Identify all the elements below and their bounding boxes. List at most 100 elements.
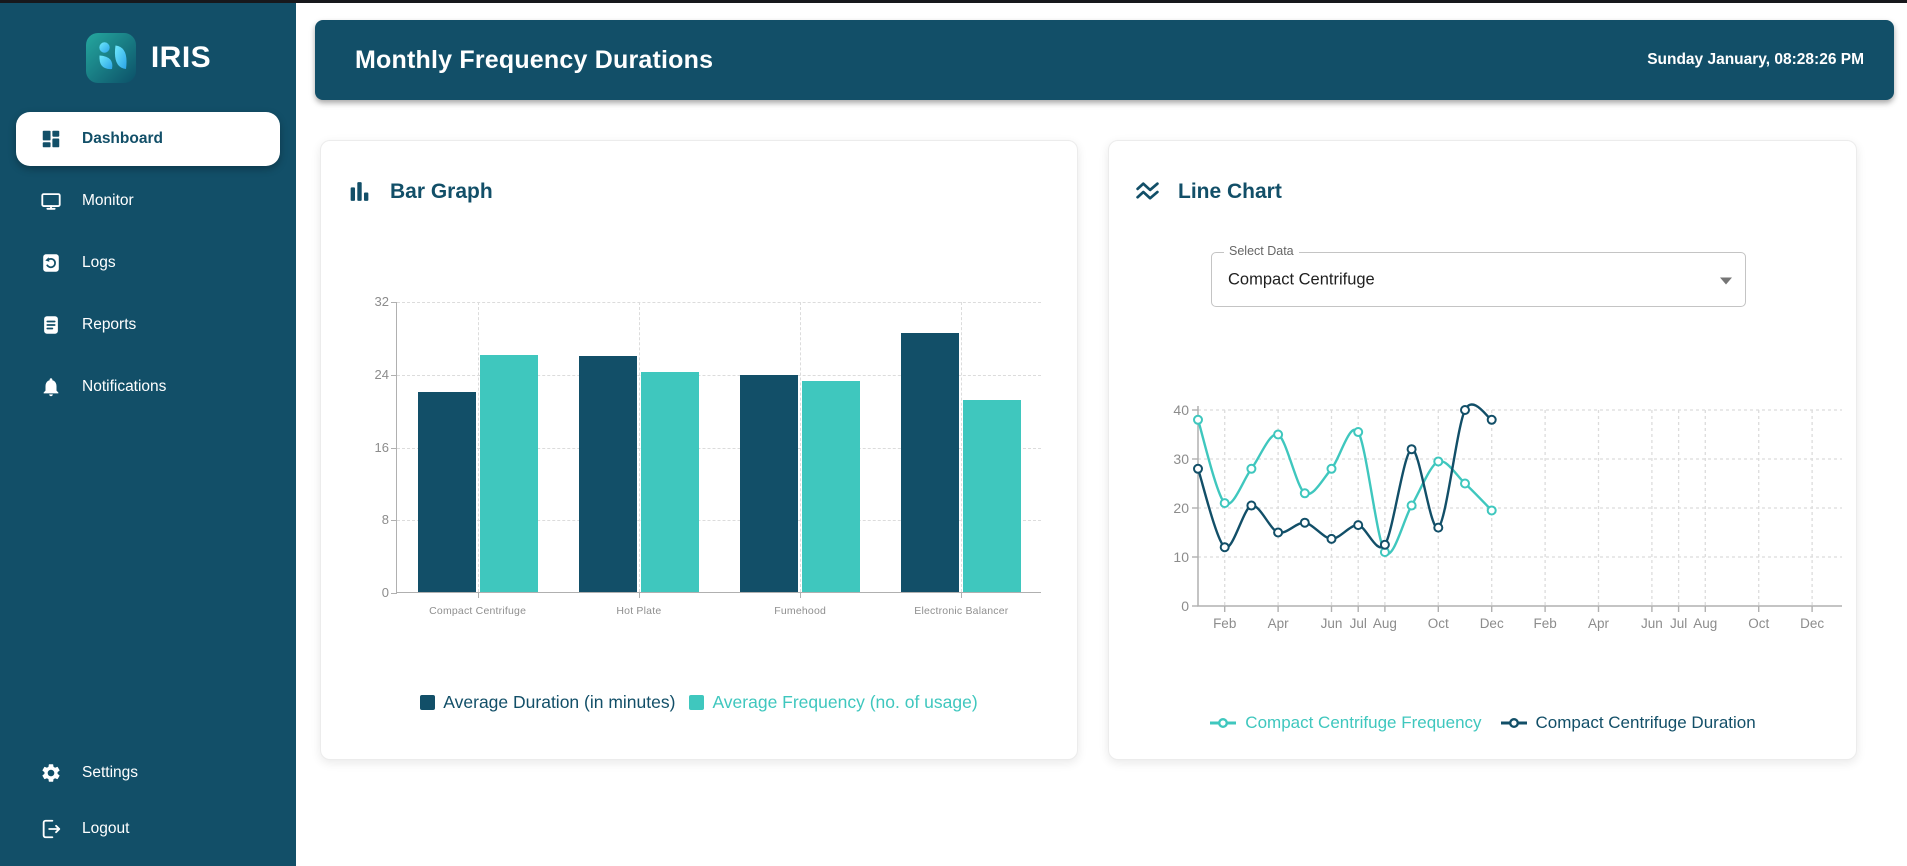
chevron-down-icon [1720, 277, 1732, 285]
y-tick-label: 24 [374, 366, 389, 382]
data-point [1219, 542, 1230, 553]
bar [578, 355, 637, 592]
x-tick-label: Dec [1800, 616, 1824, 631]
data-point [1273, 429, 1284, 440]
bar-chart-plot: 0 8 16 24 32 Compact Centrifuge Hot Plate Fumeh… [375, 295, 1041, 617]
legend-item: Average Frequency (no. of usage) [689, 692, 978, 713]
select-data-label: Select Data [1224, 244, 1299, 258]
sidebar-item-logs[interactable]: Logs [16, 236, 280, 290]
monitor-icon [40, 190, 62, 212]
legend-swatch [689, 695, 705, 710]
sidebar-item-label: Logout [82, 820, 130, 837]
y-tick-label: 8 [381, 512, 389, 528]
y-tick [391, 302, 397, 303]
data-point [1326, 533, 1337, 544]
data-point [1353, 427, 1364, 438]
select-data-value: Compact Centrifuge [1228, 270, 1375, 288]
data-point [1460, 478, 1470, 489]
line-chart-icon [1136, 182, 1159, 200]
logout-icon [40, 818, 62, 840]
sidebar-item-label: Monitor [82, 192, 134, 209]
x-tick-label: Apr [1268, 616, 1290, 631]
reports-icon [40, 314, 62, 336]
data-point [1273, 527, 1284, 538]
legend-item: Compact Centrifuge Frequency [1209, 713, 1482, 733]
x-tick-label: Aug [1693, 616, 1717, 631]
line-series [1196, 403, 1493, 549]
y-tick-label: 30 [1173, 451, 1189, 467]
legend-label: Compact Centrifuge Duration [1535, 713, 1756, 732]
sidebar-item-notifications[interactable]: Notifications [16, 360, 280, 414]
bar-graph-card-title: Bar Graph [347, 179, 493, 204]
bar-graph-card: Bar Graph 0 8 16 24 32 Compact Centrifuge Hot … [320, 140, 1078, 760]
data-point [1246, 463, 1257, 474]
bar-chart-legend: Average Duration (in minutes) Average Fre… [321, 692, 1077, 713]
x-tick-label: Aug [1373, 616, 1397, 631]
y-tick-label: 16 [374, 439, 389, 455]
x-category-label: Fumehood [774, 605, 827, 617]
y-tick-label: 0 [381, 585, 389, 600]
bar [963, 400, 1022, 592]
data-point [1406, 444, 1417, 455]
x-tick-label: Jul [1350, 616, 1367, 631]
gridline [800, 302, 802, 592]
data-point [1433, 522, 1444, 533]
y-tick-label: 10 [1173, 549, 1189, 565]
sidebar-footer-nav: Settings Logout [16, 748, 280, 860]
header-datetime: Sunday January, 08:28:26 PM [1647, 51, 1864, 68]
page-title: Monthly Frequency Durations [355, 45, 714, 74]
sidebar-item-label: Settings [82, 764, 139, 781]
select-data-dropdown[interactable]: Select Data Compact Centrifuge [1211, 244, 1746, 307]
gridline [397, 374, 1041, 376]
sidebar-item-dashboard[interactable]: Dashboard [16, 112, 280, 166]
page-header: Monthly Frequency Durations Sunday Janua… [315, 20, 1894, 100]
data-point [1486, 414, 1497, 425]
axis [1197, 406, 1842, 607]
y-tick [391, 374, 397, 376]
bar-chart-icon [350, 182, 369, 201]
gridline [961, 302, 963, 592]
legend-line-marker [1210, 718, 1237, 728]
data-point [1460, 405, 1470, 415]
brand: IRIS [0, 0, 296, 84]
line-chart-legend: Compact Centrifuge Frequency Compact Cent… [1109, 713, 1856, 733]
x-tick-label: Apr [1588, 616, 1610, 631]
y-tick-label: 20 [1173, 500, 1189, 516]
bar [417, 391, 476, 592]
data-point [1433, 456, 1444, 467]
x-category-label: Compact Centrifuge [429, 605, 527, 617]
y-tick [391, 520, 397, 522]
sidebar-item-monitor[interactable]: Monitor [16, 174, 280, 228]
data-point [1406, 500, 1417, 511]
sidebar-item-settings[interactable]: Settings [16, 748, 280, 798]
x-tick [961, 592, 963, 598]
x-tick-label: Jun [1321, 616, 1343, 631]
legend-label: Average Frequency (no. of usage) [712, 692, 978, 712]
sidebar-item-label: Notifications [82, 378, 167, 395]
bell-icon [40, 376, 62, 398]
sidebar-nav: Dashboard Monitor Logs Reports Notifications [16, 112, 280, 414]
data-point [1486, 505, 1497, 516]
sidebar-item-logout[interactable]: Logout [16, 804, 280, 854]
x-category-label: Hot Plate [616, 605, 662, 617]
x-tick-label: Feb [1533, 616, 1556, 631]
gridline [397, 520, 1041, 522]
y-tick [391, 447, 397, 449]
x-tick-label: Oct [1428, 616, 1449, 631]
gridline [397, 302, 1041, 303]
window-top-border [0, 0, 1907, 3]
main-content: Monthly Frequency Durations Sunday Janua… [296, 0, 1907, 866]
legend-item: Average Duration (in minutes) [420, 692, 675, 713]
sidebar-item-label: Logs [82, 254, 116, 271]
sidebar-item-reports[interactable]: Reports [16, 298, 280, 352]
legend-label: Compact Centrifuge Frequency [1245, 713, 1482, 732]
bar [479, 354, 538, 592]
line-chart-plot: 0 10 20 30 40 Feb Apr Jun Jul Aug Oct Dec Feb Apr Jun J… [1173, 402, 1842, 631]
x-tick-label: Oct [1748, 616, 1769, 631]
x-tick-label: Feb [1213, 616, 1236, 631]
x-tick-label: Dec [1480, 616, 1504, 631]
y-tick-label: 32 [374, 294, 389, 309]
gridline [638, 302, 640, 592]
data-point [1193, 463, 1203, 474]
data-point [1246, 500, 1257, 511]
